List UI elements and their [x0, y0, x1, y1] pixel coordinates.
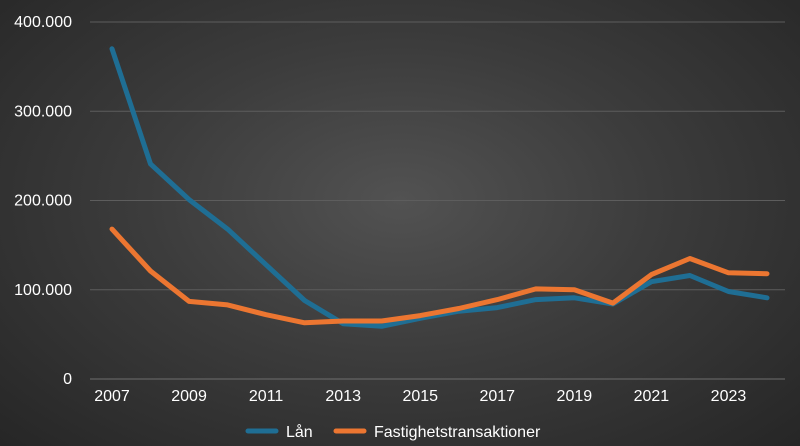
x-tick-label: 2023	[711, 388, 747, 405]
legend-label: Fastighetstransaktioner	[374, 424, 541, 441]
legend: Lån Fastighetstransaktioner	[245, 423, 541, 441]
y-axis-ticks: 0 100.000 200.000 300.000 400.000	[14, 14, 72, 388]
series-line-1	[109, 226, 770, 326]
x-tick-label: 2011	[249, 388, 284, 405]
gridlines	[90, 21, 785, 380]
y-tick-label: 400.000	[14, 14, 72, 31]
x-tick-label: 2007	[94, 388, 130, 405]
x-tick-label: 2017	[479, 388, 515, 405]
x-tick-label: 2015	[402, 388, 438, 405]
x-tick-label: 2019	[557, 388, 593, 405]
series-line-0	[109, 46, 770, 329]
x-tick-label: 2013	[325, 388, 361, 405]
x-tick-label: 2021	[634, 388, 670, 405]
y-tick-label: 200.000	[14, 193, 72, 210]
legend-label: Lån	[286, 423, 313, 441]
x-axis-ticks: 2007 2009 2011 2013 2015 2017 2019 2021 2023	[94, 388, 746, 405]
y-tick-label: 100.000	[14, 282, 72, 299]
y-tick-label: 300.000	[14, 103, 72, 120]
series-lines	[109, 46, 770, 329]
x-tick-label: 2009	[171, 388, 207, 405]
y-tick-label: 0	[63, 371, 72, 388]
